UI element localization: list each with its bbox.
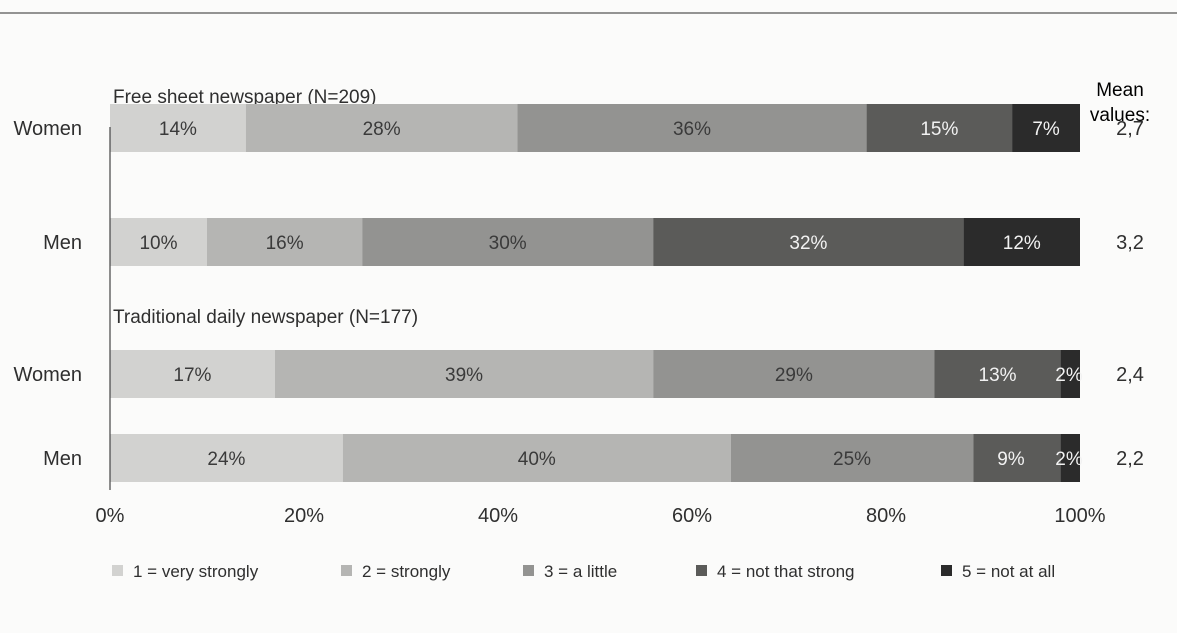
bar-row: Men 10% 16% 30% 32% 12% 3,2: [43, 218, 1144, 266]
legend-label: 3 = a little: [544, 562, 617, 581]
legend-swatch: [941, 565, 952, 576]
data-label: 30%: [489, 233, 527, 254]
row-label: Women: [13, 364, 82, 386]
data-label: 12%: [1003, 233, 1041, 254]
bar-segment: [342, 434, 731, 482]
mean-value: 3,2: [1116, 232, 1144, 254]
data-label: 25%: [833, 449, 871, 470]
bar-segment: [245, 104, 518, 152]
bar-segment: [110, 434, 343, 482]
data-label: 2%: [1055, 365, 1083, 386]
bar-segment: [517, 104, 867, 152]
data-label: 15%: [920, 119, 958, 140]
data-label: 40%: [518, 449, 556, 470]
data-label: 28%: [363, 119, 401, 140]
bar-segment: [1012, 104, 1080, 152]
bar-segment: [1060, 350, 1080, 398]
row-label: Women: [13, 118, 82, 140]
bar-row: Women 14% 28% 36% 15% 7% 2,7: [13, 104, 1144, 152]
data-label: 32%: [789, 233, 827, 254]
data-label: 36%: [673, 119, 711, 140]
data-label: 14%: [159, 119, 197, 140]
data-label: 10%: [139, 233, 177, 254]
x-tick-label: 100%: [1054, 505, 1105, 527]
bar-segment: [653, 218, 964, 266]
legend-swatch: [341, 565, 352, 576]
legend-item: 2 = strongly: [341, 562, 451, 581]
data-label: 2%: [1055, 449, 1083, 470]
bar-group: Traditional daily newspaper (N=177) Women…: [13, 307, 1144, 482]
data-label: 16%: [266, 233, 304, 254]
bar-segment: [973, 434, 1061, 482]
group-title: Free sheet newspaper (N=209): [113, 87, 377, 108]
x-tick-label: 40%: [478, 505, 518, 527]
legend-swatch: [696, 565, 707, 576]
bar-group: Free sheet newspaper (N=209) Women 14% 28% 3…: [13, 87, 1144, 266]
x-tick-label: 0%: [96, 505, 125, 527]
bar-segment: [866, 104, 1013, 152]
mean-value: 2,2: [1116, 448, 1144, 470]
data-label: 29%: [775, 365, 813, 386]
row-label: Men: [43, 448, 82, 470]
bar-segment: [934, 350, 1061, 398]
bar-segment: [1060, 434, 1080, 482]
data-label: 9%: [997, 449, 1025, 470]
bar-segment: [110, 350, 275, 398]
legend-item: 3 = a little: [523, 562, 617, 581]
row-label: Men: [43, 232, 82, 254]
mean-values-header-line-2: values:: [1090, 105, 1150, 126]
bar-segment: [730, 434, 974, 482]
data-label: 7%: [1032, 119, 1060, 140]
data-label: 39%: [445, 365, 483, 386]
legend: 1 = very strongly 2 = strongly 3 = a littl…: [112, 562, 1055, 581]
mean-value: 2,7: [1116, 118, 1144, 140]
legend-item: 4 = not that strong: [696, 562, 855, 581]
legend-label: 2 = strongly: [362, 562, 451, 581]
legend-swatch: [523, 565, 534, 576]
legend-item: 5 = not at all: [941, 562, 1055, 581]
bar-groups: Free sheet newspaper (N=209) Women 14% 28% 3…: [13, 87, 1144, 482]
legend-label: 4 = not that strong: [717, 562, 855, 581]
group-title: Traditional daily newspaper (N=177): [113, 307, 418, 328]
mean-values-header-line-1: Mean: [1096, 80, 1144, 101]
bar-segment: [653, 350, 935, 398]
bar-segment: [207, 218, 363, 266]
data-label: 13%: [979, 365, 1017, 386]
legend-label: 5 = not at all: [962, 562, 1055, 581]
data-label: 24%: [207, 449, 245, 470]
bar-segment: [110, 218, 207, 266]
data-label: 17%: [173, 365, 211, 386]
bar-segment: [274, 350, 654, 398]
x-tick-label: 60%: [672, 505, 712, 527]
bar-segment: [110, 104, 246, 152]
legend-label: 1 = very strongly: [133, 562, 259, 581]
bar-segment: [963, 218, 1080, 266]
mean-value: 2,4: [1116, 364, 1144, 386]
bar-segment: [362, 218, 654, 266]
x-axis-ticks: 0% 20% 40% 60% 80% 100%: [96, 505, 1106, 527]
legend-swatch: [112, 565, 123, 576]
x-tick-label: 20%: [284, 505, 324, 527]
bar-row: Women 17% 39% 29% 13% 2% 2,4: [13, 350, 1144, 398]
bar-row: Men 24% 40% 25% 9% 2% 2,2: [43, 434, 1144, 482]
legend-item: 1 = very strongly: [112, 562, 259, 581]
x-tick-label: 80%: [866, 505, 906, 527]
